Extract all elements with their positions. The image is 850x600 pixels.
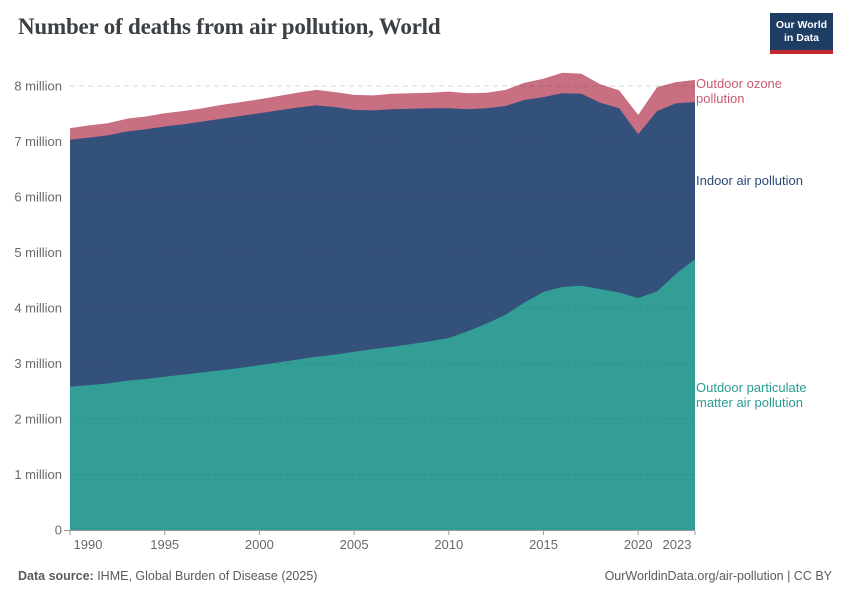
y-tick-label: 6 million [14,190,62,205]
legend-outdoor-ozone[interactable]: Outdoor ozone pollution [696,76,783,106]
y-tick-label: 5 million [14,245,62,260]
credit-link[interactable]: OurWorldinData.org/air-pollution | CC BY [604,569,832,583]
y-tick-label: 3 million [14,356,62,371]
y-tick-label: 7 million [14,134,62,149]
x-tick-label: 2015 [529,537,558,552]
area-outdoor-pm [70,259,695,530]
y-tick-label: 1 million [14,467,62,482]
y-tick-label: 8 million [14,79,62,94]
data-source: Data source: IHME, Global Burden of Dise… [18,569,317,583]
chart-footer: Data source: IHME, Global Burden of Dise… [18,569,832,583]
x-tick-label: 2023 [663,537,692,552]
x-tick-label: 1995 [150,537,179,552]
x-tick-label: 2005 [340,537,369,552]
owid-logo[interactable]: Our World in Data [770,13,833,55]
page-title: Number of deaths from air pollution, Wor… [18,14,441,39]
legend-outdoor-pm[interactable]: Outdoor particulate matter air pollution [696,380,807,410]
x-tick-label: 2020 [624,537,653,552]
x-tick-label: 1990 [74,537,103,552]
owid-logo-red-bar [770,50,833,55]
y-tick-label: 2 million [14,412,62,427]
data-source-label: Data source: [18,569,94,583]
y-tick-label: 4 million [14,301,62,316]
x-tick-label: 2010 [434,537,463,552]
legend-indoor-air[interactable]: Indoor air pollution [696,173,803,188]
y-tick-label: 0 [55,523,62,538]
owid-logo-text: Our World in Data [770,13,833,51]
data-source-text: IHME, Global Burden of Disease (2025) [93,569,318,583]
x-tick-label: 2000 [245,537,274,552]
